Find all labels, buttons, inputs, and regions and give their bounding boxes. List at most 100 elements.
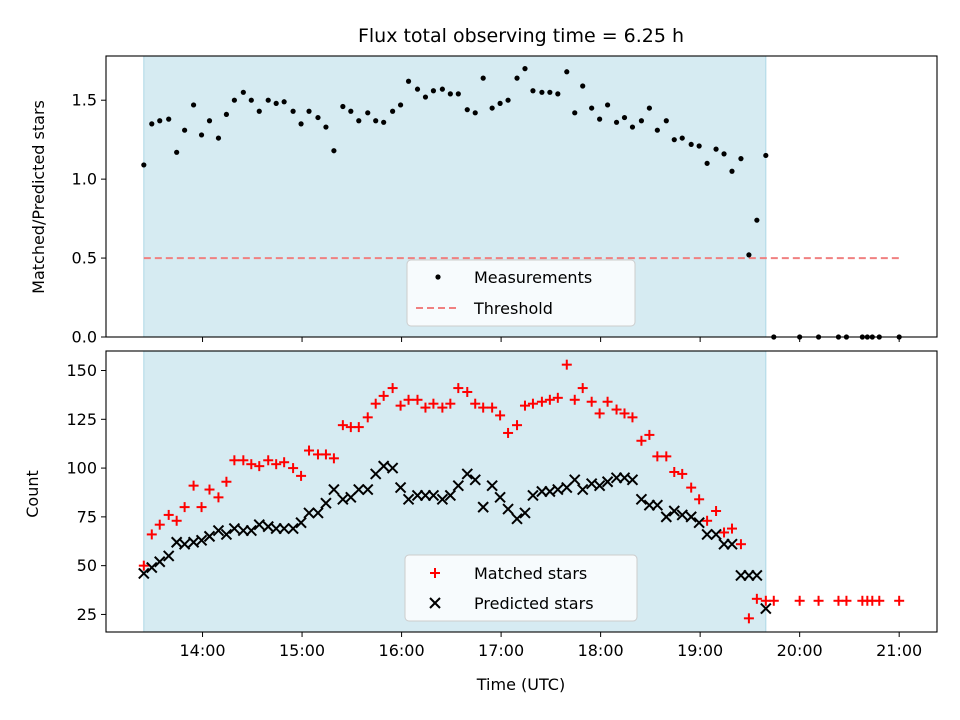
- predicted-x-b: [362, 483, 374, 496]
- matched-star-point: [378, 390, 389, 401]
- predicted-star-point: [154, 556, 166, 568]
- matched-star-point: [320, 449, 331, 460]
- top-y-axis-label: Matched/Predicted stars: [29, 100, 48, 294]
- top-y-axis: 0.0 0.5 1.0 1.5: [72, 91, 106, 347]
- predicted-star-point: [278, 522, 290, 535]
- matched-star-point: [794, 595, 805, 606]
- predicted-star-point: [203, 530, 216, 543]
- x-tick-label: 18:00: [578, 641, 624, 660]
- predicted-star-point: [726, 538, 738, 550]
- legend-measurements-label: Measurements: [474, 268, 592, 287]
- predicted-x-b: [569, 474, 581, 486]
- matched-star-point: [428, 398, 439, 409]
- predicted-star-point: [295, 517, 307, 529]
- measurement-point: [530, 88, 536, 94]
- predicted-x-b: [377, 460, 390, 472]
- y-tick-label: 25: [77, 605, 97, 624]
- y-tick-label: 0.0: [72, 328, 97, 347]
- predicted-star-point: [228, 522, 241, 535]
- matched-star-point: [813, 595, 824, 606]
- predicted-x-b: [394, 481, 407, 494]
- predicted-star-point: [494, 491, 506, 504]
- legend-matched-label: Matched stars: [474, 564, 587, 583]
- predicted-star-point: [701, 528, 713, 541]
- matched-star-point: [561, 359, 572, 370]
- matched-star-point: [470, 398, 481, 409]
- predicted-star-point: [220, 528, 233, 541]
- measurement-point: [713, 146, 719, 152]
- matched-star-point: [512, 420, 523, 431]
- matched-star-point: [353, 422, 364, 433]
- predicted-x-b: [626, 474, 639, 486]
- measurement-point: [273, 100, 279, 106]
- measurement-point: [663, 118, 669, 124]
- measurement-point: [215, 135, 222, 141]
- matched-star-point: [694, 494, 705, 505]
- matched-star-point: [246, 459, 257, 470]
- matched-star-point: [611, 404, 622, 415]
- matched-star-point: [420, 402, 431, 413]
- predicted-x-b: [452, 479, 465, 492]
- predicted-x-b: [760, 602, 772, 615]
- predicted-star-point: [626, 474, 639, 486]
- matched-star-point: [271, 459, 282, 470]
- matched-star-point: [527, 398, 538, 409]
- bottom-legend: Matched stars Predicted stars: [404, 554, 638, 622]
- y-tick-label: 1.0: [72, 170, 97, 189]
- measurement-point: [447, 91, 453, 97]
- predicted-star-point: [452, 479, 465, 492]
- measurement-point: [621, 114, 628, 121]
- predicted-star-point: [212, 524, 225, 537]
- matched-star-point: [478, 402, 489, 413]
- measurement-point: [381, 119, 387, 125]
- predicted-star-point: [427, 489, 440, 502]
- predicted-star-point: [444, 489, 457, 502]
- matched-star-point: [188, 480, 199, 491]
- matched-star-point: [154, 519, 165, 530]
- measurement-point: [629, 124, 636, 130]
- matched-star-point: [462, 386, 473, 397]
- matched-star-point: [213, 492, 224, 503]
- matched-star-point: [254, 461, 265, 472]
- predicted-star-point: [651, 499, 664, 511]
- predicted-star-point: [353, 483, 365, 496]
- measurement-point: [589, 105, 595, 111]
- predicted-star-point: [461, 468, 473, 480]
- predicted-x-b: [195, 534, 208, 546]
- matched-star-point: [874, 595, 885, 606]
- matched-star-point: [370, 398, 381, 409]
- top-axes-frame: [105, 55, 938, 338]
- matched-star-point: [743, 613, 754, 624]
- predicted-star-point: [320, 497, 332, 509]
- predicted-x-b: [726, 538, 738, 550]
- measurement-point: [696, 143, 702, 149]
- predicted-x-b: [154, 556, 166, 568]
- predicted-star-point: [245, 524, 258, 537]
- measurement-point: [190, 102, 197, 108]
- predicted-x-b: [178, 538, 191, 550]
- predicted-star-point: [486, 479, 498, 492]
- predicted-star-point: [162, 550, 175, 562]
- predicted-star-point: [676, 509, 688, 521]
- x-tick-label: 15:00: [279, 641, 325, 660]
- matched-star-point: [841, 595, 852, 606]
- measurement-point: [390, 108, 396, 114]
- predicted-x-b: [701, 528, 713, 541]
- measurement-point: [281, 99, 287, 105]
- counts-points-layer: [138, 359, 905, 624]
- y-tick-label: 125: [66, 410, 97, 429]
- measurement-point: [248, 97, 254, 103]
- y-tick-label: 75: [77, 507, 97, 526]
- predicted-x-b: [328, 483, 340, 496]
- predicted-x-b: [635, 493, 648, 506]
- measurement-point: [405, 78, 412, 84]
- matched-star-point: [204, 484, 215, 495]
- measurement-point: [315, 114, 321, 121]
- measurement-point: [373, 118, 379, 124]
- legend-matched-marker: [430, 568, 440, 578]
- measurement-point: [439, 86, 445, 92]
- measurement-point: [646, 105, 652, 111]
- matched-star-point: [304, 445, 315, 456]
- predicted-star-point: [469, 474, 481, 486]
- predicted-x-b: [253, 518, 265, 531]
